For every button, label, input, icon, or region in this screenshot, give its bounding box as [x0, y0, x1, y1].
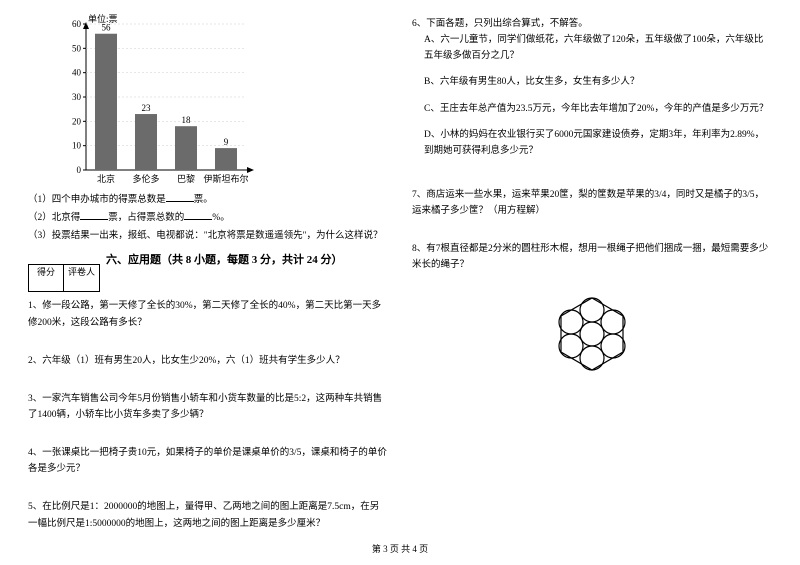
problem-6c: C、王庄去年总产值为23.5万元，今年比去年增加了20%，今年的产值是多少万元？: [424, 101, 772, 117]
svg-text:60: 60: [72, 19, 82, 29]
score-cell-grader: 评卷人: [64, 264, 100, 292]
score-cell-score: 得分: [28, 264, 64, 292]
svg-text:伊斯坦布尔: 伊斯坦布尔: [203, 173, 248, 184]
chart-q3: （3）投票结果一出来，报纸、电视都说："北京将票是数遥遥领先"，为什么这样说？: [28, 228, 388, 244]
problem-5: 5、在比例尺是1：2000000的地图上，量得甲、乙两地之间的图上距离是7.5c…: [28, 499, 388, 531]
svg-text:40: 40: [72, 68, 82, 78]
svg-text:9: 9: [224, 137, 229, 147]
problem-6-intro: 6、下面各题，只列出综合算式，不解答。 A、六一儿童节，同学们做纸花，六年级做了…: [412, 16, 772, 169]
problem-4: 4、一张课桌比一把椅子贵10元，如果椅子的单价是课桌单价的3/5，课桌和椅子的单…: [28, 445, 388, 477]
svg-text:10: 10: [72, 141, 82, 151]
chart-q1: （1）四个申办城市的得票总数是票。: [28, 192, 388, 208]
problem-6a: A、六一儿童节，同学们做纸花，六年级做了120朵，五年级做了100朵，六年级比五…: [424, 32, 772, 64]
problem-1: 1、修一段公路，第一天修了全长的30%，第二天修了全长的40%，第二天比第一天多…: [28, 298, 388, 330]
svg-text:北京: 北京: [97, 173, 115, 184]
problem-8: 8、有7根直径都是2分米的圆柱形木棍，想用一根绳子把他们捆成一捆，最短需要多少米…: [412, 241, 772, 273]
score-box: 得分 评卷人: [28, 264, 100, 292]
problem-2: 2、六年级（1）班有男生20人，比女生少20%，六（1）班共有学生多少人？: [28, 353, 388, 369]
svg-text:0: 0: [77, 165, 82, 175]
problem-3: 3、一家汽车销售公司今年5月份销售小轿车和小货车数量的比是5:2，这两种车共销售…: [28, 391, 388, 423]
svg-text:50: 50: [72, 43, 82, 53]
chart-q2: （2）北京得票，占得票总数的%。: [28, 210, 388, 226]
section-6-title: 六、应用题（共 8 小题，每题 3 分，共计 24 分）: [106, 246, 343, 274]
svg-text:30: 30: [72, 92, 82, 102]
svg-text:巴黎: 巴黎: [177, 173, 195, 184]
problem-6-head: 6、下面各题，只列出综合算式，不解答。: [412, 16, 772, 32]
problem-6d: D、小林的妈妈在农业银行买了6000元国家建设债券，定期3年，年利率为2.89%…: [424, 127, 772, 159]
problem-6b: B、六年级有男生80人，比女生多，女生有多少人？: [424, 74, 772, 90]
bar-chart: 单位:票010203040506056北京23多伦多18巴黎9伊斯坦布尔: [58, 12, 258, 192]
problem-7: 7、商店运来一些水果，运来苹果20筐，梨的筐数是苹果的3/4，同时又是橘子的3/…: [412, 187, 772, 219]
circles-diagram: [547, 294, 637, 374]
svg-text:56: 56: [102, 23, 112, 33]
svg-text:18: 18: [182, 115, 192, 125]
svg-text:23: 23: [142, 103, 152, 113]
svg-text:多伦多: 多伦多: [132, 173, 159, 184]
page-footer: 第 3 页 共 4 页: [0, 542, 800, 555]
svg-text:20: 20: [72, 116, 82, 126]
